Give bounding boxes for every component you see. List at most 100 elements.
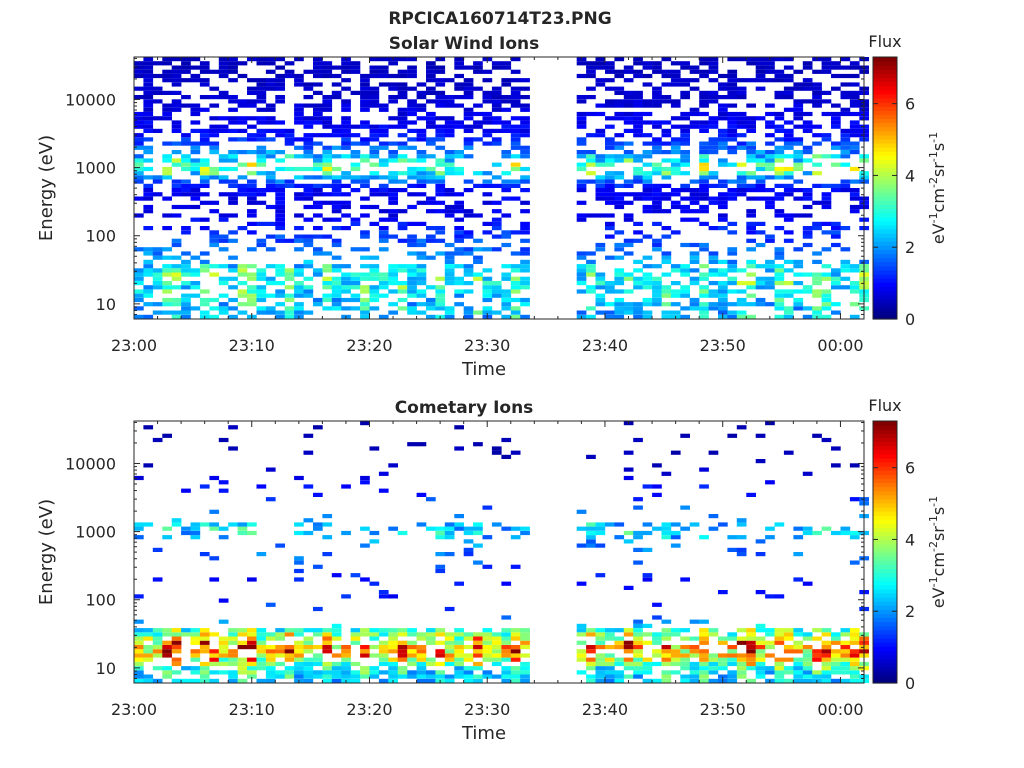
heatmap-cell [661,670,672,675]
heatmap-cell [369,653,380,658]
heatmap-cell [454,670,464,675]
heatmap-cell [256,128,267,133]
heatmap-cell [397,116,408,121]
heatmap-cell [473,530,483,536]
heatmap-cell [821,65,832,70]
heatmap-cell [746,158,756,163]
heatmap-cell [482,289,493,294]
heatmap-cell [718,306,728,311]
heatmap-cell [642,522,653,527]
heatmap-cell [416,442,427,447]
heatmap-cell [454,251,464,256]
heatmap-cell [576,628,587,633]
heatmap-cell [426,196,436,201]
heatmap-cell [605,200,615,205]
heatmap-cell [605,255,615,260]
heatmap-cell [849,209,860,214]
heatmap-cell [755,281,766,286]
heatmap-cell [360,475,370,481]
heatmap-cell [218,302,229,307]
heatmap-cell [350,247,361,252]
heatmap-cell [265,293,276,298]
heatmap-cell [190,171,201,176]
colorbar-segment [873,163,897,169]
heatmap-cell [736,192,747,197]
heatmap-cell [454,230,464,235]
heatmap-cell [670,264,681,269]
heatmap-cell [812,226,822,231]
heatmap-cell [840,640,851,645]
heatmap-cell [341,653,351,658]
heatmap-cell [699,285,709,290]
heatmap-cell [736,297,747,303]
heatmap-cell [228,179,238,184]
heatmap-cell [265,82,276,87]
heatmap-cell [774,289,785,294]
colorbar-segment [873,224,897,230]
heatmap-cell [322,116,333,121]
heatmap-cell [397,628,408,633]
heatmap-cell [218,238,229,243]
colorbar-frame [872,420,898,684]
colorbar-segment [873,81,897,87]
colorbar-segment [873,147,897,152]
heatmap-cell [576,276,587,281]
heatmap-cell [350,61,361,66]
heatmap-cell [633,645,643,650]
colorbar-segment [873,633,897,639]
heatmap-cell [774,183,785,188]
heatmap-cell [284,310,295,315]
heatmap-cell [802,188,813,193]
heatmap-cell [718,107,728,112]
heatmap-cell [510,649,521,654]
heatmap-cell [783,306,794,311]
heatmap-cell [793,264,804,269]
heatmap-cell [642,196,653,201]
heatmap-cell [435,69,446,74]
heatmap-cell [171,297,182,303]
heatmap-cell [247,297,257,303]
heatmap-cell [491,649,502,654]
heatmap-cell [134,276,144,281]
heatmap-cell [501,645,512,650]
heatmap-cell [652,209,662,214]
colorbar-segment [873,597,897,602]
heatmap-cell [840,57,851,62]
heatmap-cell [322,65,333,70]
heatmap-cell [388,171,398,176]
heatmap-cell [802,645,813,650]
heatmap-cell [605,281,615,286]
heatmap-cell [228,196,238,201]
heatmap-cell [783,217,794,222]
heatmap-cell [378,234,389,239]
heatmap-cell [435,653,446,658]
heatmap-cell [802,632,813,637]
heatmap-cell [821,645,832,650]
heatmap-cell [199,217,210,222]
heatmap-cell [152,632,163,637]
heatmap-cell [228,670,238,675]
heatmap-cell [444,674,455,679]
heatmap-cell [171,242,182,248]
heatmap-cell [303,264,314,269]
heatmap-cell [605,137,615,142]
heatmap-cell [143,120,154,125]
heatmap-cell [670,653,681,658]
heatmap-cell [247,632,257,637]
heatmap-cell [633,281,643,286]
heatmap-cell [473,183,483,188]
heatmap-cell [840,285,851,290]
heatmap-cell [614,116,625,121]
heatmap-cell [501,188,512,193]
heatmap-cell [633,649,643,654]
heatmap-cell [708,226,719,231]
heatmap-cell [388,154,398,159]
heatmap-cell [623,475,634,481]
heatmap-cell [247,124,257,129]
heatmap-cell [313,188,323,193]
heatmap-cell [831,530,841,536]
heatmap-cell [228,425,238,430]
heatmap-cell [774,145,785,150]
heatmap-cell [501,272,512,277]
heatmap-cell [849,204,860,210]
